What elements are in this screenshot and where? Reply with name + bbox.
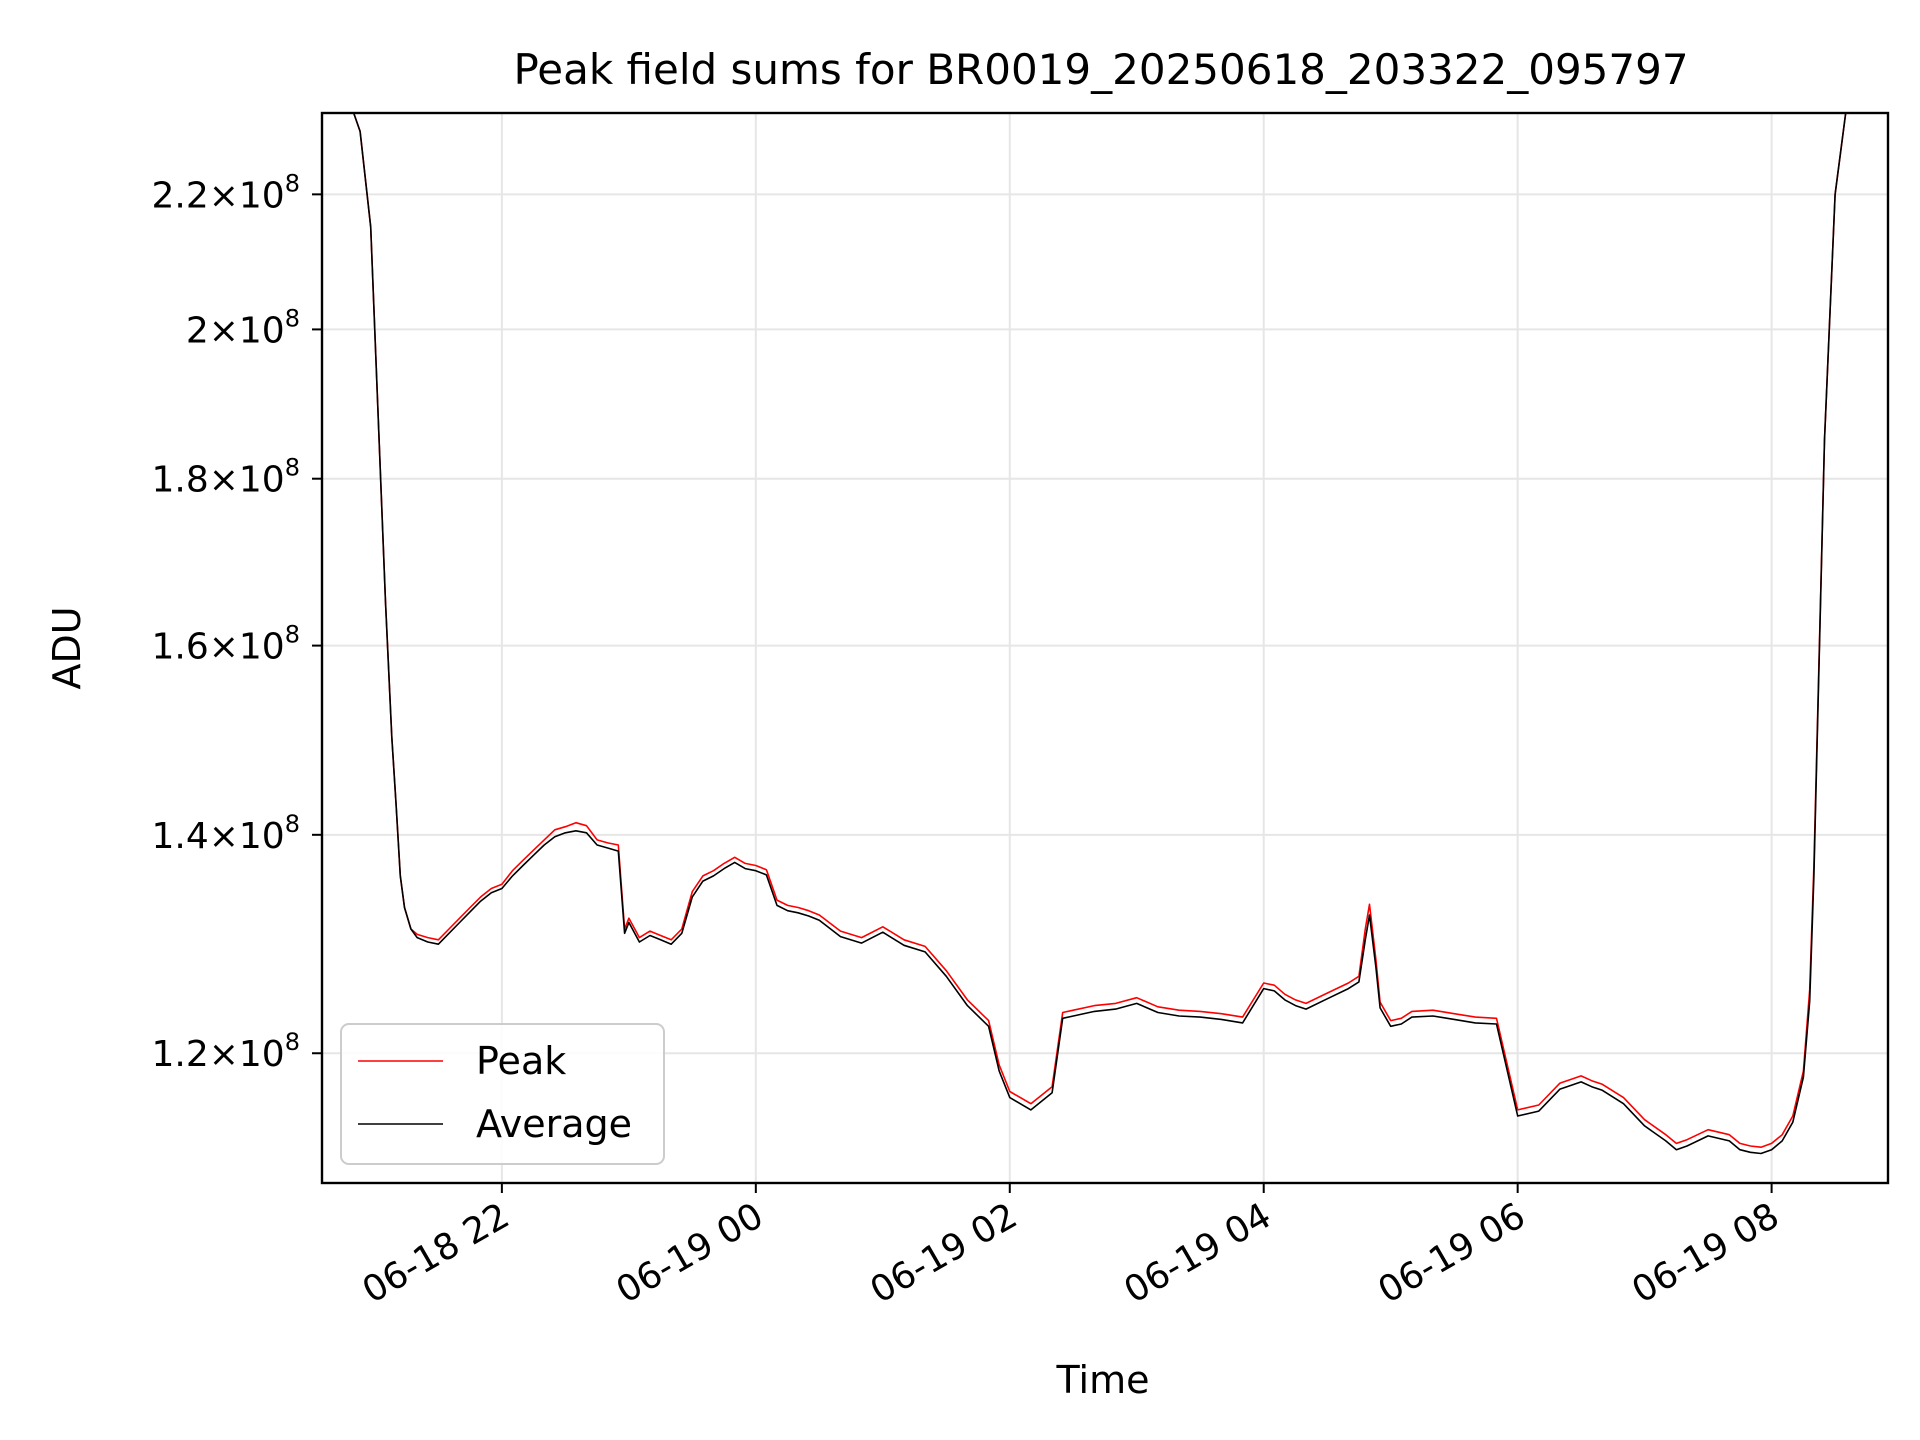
chart-title: Peak field sums for BR0019_20250618_2033… (513, 45, 1688, 94)
series-line-peak (322, 112, 1888, 1148)
legend-label-peak: Peak (476, 1039, 566, 1083)
y-tick-label: 1.2×108 (151, 1028, 300, 1075)
series-line-average (322, 112, 1888, 1155)
x-axis-label: Time (1056, 1358, 1150, 1402)
legend-label-average: Average (476, 1102, 632, 1146)
y-axis-label: ADU (45, 606, 89, 689)
legend: Peak Average (340, 1023, 665, 1165)
axes-frame (320, 111, 1890, 1185)
y-tick-label: 2×108 (186, 304, 300, 351)
plot-area (322, 112, 1888, 1155)
y-axis: 1.2×108 1.4×108 1.6×108 1.8×108 2×108 2.2×108 (151, 169, 322, 1075)
y-tick-label: 1.8×108 (151, 454, 300, 501)
grid (322, 113, 1888, 1183)
y-tick-label: 2.2×108 (151, 169, 300, 216)
y-tick-label: 1.6×108 (151, 621, 300, 668)
y-tick-label: 1.4×108 (151, 810, 300, 857)
legend-box (340, 1023, 665, 1165)
